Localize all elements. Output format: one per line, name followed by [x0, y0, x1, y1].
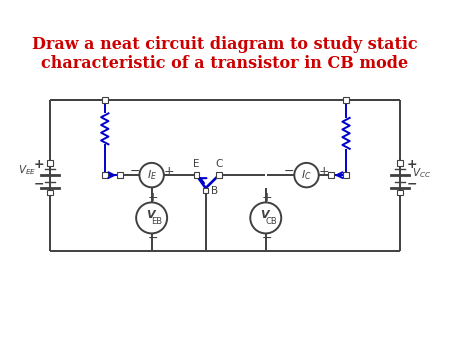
Text: +: + [148, 191, 158, 204]
Text: $V_{CC}$: $V_{CC}$ [412, 166, 431, 180]
Bar [194, 172, 199, 178]
Text: +: + [163, 165, 174, 177]
Text: −: − [148, 232, 158, 245]
Text: V: V [146, 211, 154, 220]
Text: $I_E$: $I_E$ [147, 168, 157, 182]
Bar [102, 97, 108, 102]
Bar [343, 97, 349, 102]
Text: Draw a neat circuit diagram to study static: Draw a neat circuit diagram to study sta… [32, 36, 418, 53]
Text: +: + [262, 191, 273, 204]
Bar [216, 172, 222, 178]
Bar [343, 172, 349, 178]
Circle shape [136, 202, 167, 234]
Text: −: − [129, 165, 140, 177]
Text: $V_{EE}$: $V_{EE}$ [18, 163, 36, 177]
Text: −: − [284, 165, 295, 177]
Text: $\mathbf{-}$: $\mathbf{-}$ [33, 177, 44, 190]
Text: V: V [260, 211, 269, 220]
Bar [47, 160, 53, 166]
Text: $\mathbf{-}$: $\mathbf{-}$ [406, 177, 417, 190]
Bar [397, 190, 403, 195]
Bar [397, 160, 403, 166]
Text: E: E [193, 160, 200, 169]
Text: C: C [215, 160, 223, 169]
Bar [117, 172, 123, 178]
Bar [203, 188, 208, 193]
Text: $\mathbf{+}$: $\mathbf{+}$ [33, 158, 44, 171]
Bar [328, 172, 334, 178]
Text: $\mathbf{+}$: $\mathbf{+}$ [406, 158, 417, 171]
Bar [47, 190, 53, 195]
Text: characteristic of a transistor in CB mode: characteristic of a transistor in CB mod… [41, 54, 409, 72]
Text: B: B [211, 187, 218, 196]
Text: CB: CB [265, 217, 277, 226]
Text: EB: EB [151, 217, 162, 226]
Text: +: + [318, 165, 329, 177]
Text: $I_C$: $I_C$ [301, 168, 312, 182]
Text: −: − [262, 232, 273, 245]
Bar [102, 172, 108, 178]
Circle shape [250, 202, 281, 234]
